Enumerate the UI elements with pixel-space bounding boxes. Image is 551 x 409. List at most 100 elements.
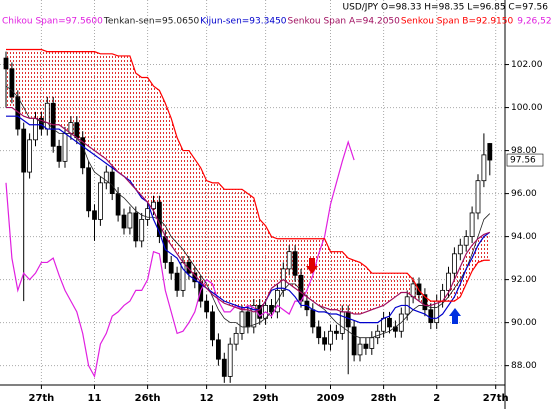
y-tick-label: 98.00	[511, 146, 537, 156]
candle-body	[322, 337, 328, 345]
candle-body	[310, 309, 316, 328]
candle-body	[174, 272, 180, 291]
candle-body	[481, 154, 487, 182]
candle-body	[286, 251, 292, 270]
candle-body	[363, 343, 369, 349]
candle-body	[80, 137, 86, 169]
cloud-fill	[6, 49, 490, 315]
legend-entry: Senkou Span B=92.9150	[401, 17, 514, 27]
candle-body	[121, 214, 127, 229]
cloud	[6, 49, 490, 315]
candle-body	[245, 311, 251, 328]
indicator-line	[6, 115, 491, 324]
candle-body	[151, 201, 156, 210]
x-tick-label: 27th	[483, 393, 509, 404]
indicator-line	[5, 85, 491, 339]
candle-body	[251, 305, 257, 328]
candle-body	[44, 102, 50, 130]
sell-arrow	[306, 258, 318, 274]
x-tick-label: 2009	[317, 393, 345, 404]
candle-body	[328, 330, 333, 345]
candle-body	[109, 171, 115, 194]
y-tick-label: 92.00	[511, 275, 537, 285]
candle-body	[103, 171, 109, 184]
legend-entry: Kijun-sen=93.3450	[200, 17, 287, 27]
candle-body	[469, 212, 475, 238]
chart-title: USD/JPY O=98.33 H=98.35 L=96.85 C=97.56	[343, 3, 549, 13]
candle-body	[257, 305, 263, 319]
candle-body	[475, 180, 481, 214]
lines	[5, 48, 491, 379]
last-price-box	[506, 153, 544, 167]
last-price-label: 97.56	[510, 156, 536, 166]
candle-body	[27, 139, 33, 173]
candle-body	[204, 300, 210, 313]
candle-body	[186, 262, 192, 274]
candle-body	[387, 317, 392, 328]
legend-entry: Senkou Span A=94.2050	[288, 17, 401, 27]
x-tick-label: 27th	[28, 393, 54, 404]
y-tick-label: 100.00	[511, 103, 543, 113]
candle-body	[239, 311, 245, 334]
indicator-line	[5, 139, 355, 379]
x-tick-label: 26th	[135, 393, 161, 404]
buy-arrow	[449, 308, 461, 324]
indicator-line	[6, 48, 490, 302]
candle-body	[357, 343, 363, 356]
y-tick-label: 88.00	[511, 361, 537, 371]
candle-body	[133, 212, 139, 242]
legend-params: 9,26,52,25,0	[517, 17, 551, 27]
candle-body	[446, 272, 451, 291]
candle-body	[463, 236, 469, 246]
candle-body	[39, 117, 44, 130]
candle-body	[381, 317, 387, 332]
candle-body	[298, 274, 304, 302]
candle-body	[74, 122, 80, 139]
candle-body	[316, 326, 322, 339]
y-tick-label: 90.00	[511, 318, 537, 328]
y-tick-label: 96.00	[511, 189, 537, 199]
candle-body	[3, 57, 9, 70]
candle-body	[127, 212, 133, 229]
candle-body	[233, 332, 239, 345]
candle-body	[86, 167, 91, 212]
candle-body	[451, 253, 457, 274]
candle-body	[410, 283, 416, 298]
x-tick-label: 2	[433, 393, 440, 404]
candle-body	[351, 326, 357, 356]
candle-body	[56, 145, 62, 162]
candle-body	[369, 337, 375, 349]
candle-body	[221, 358, 227, 377]
legend-entry: Chikou Span=97.5600	[2, 17, 103, 27]
candle-body	[292, 251, 298, 276]
candle-body	[139, 219, 145, 242]
candle-body	[115, 193, 121, 216]
x-tick-label: 11	[88, 393, 102, 404]
candle-body	[428, 309, 434, 324]
candle-body	[333, 330, 339, 334]
candle-body	[210, 311, 215, 341]
candle-body	[215, 339, 221, 360]
y-tick-label: 94.00	[511, 232, 537, 242]
candle-body	[21, 128, 27, 173]
y-tick-label: 102.00	[511, 60, 543, 70]
x-tick-label: 12	[200, 393, 214, 404]
candle-body	[375, 330, 381, 339]
candle-body	[145, 208, 151, 220]
candle-body	[422, 294, 428, 311]
candle-body	[227, 343, 233, 377]
candle-body	[9, 68, 15, 98]
x-tick-label: 29th	[253, 393, 279, 404]
candle-body	[168, 262, 174, 274]
axes: 88.00 90.00 92.00 94.00 96.00 98.00 100.00 102.…	[28, 60, 544, 404]
legend-entry: Tenkan-sen=95.0650	[103, 17, 200, 27]
legend: Chikou Span=97.5600 Tenkan-sen=95.0650 Kij…	[2, 17, 551, 27]
candle-body	[98, 182, 103, 220]
indicator-line	[6, 106, 491, 315]
x-tick-label: 28th	[371, 393, 397, 404]
candle-body	[62, 132, 68, 162]
candle-body	[457, 244, 463, 255]
candle-body	[92, 210, 97, 220]
candle-body	[487, 143, 493, 161]
